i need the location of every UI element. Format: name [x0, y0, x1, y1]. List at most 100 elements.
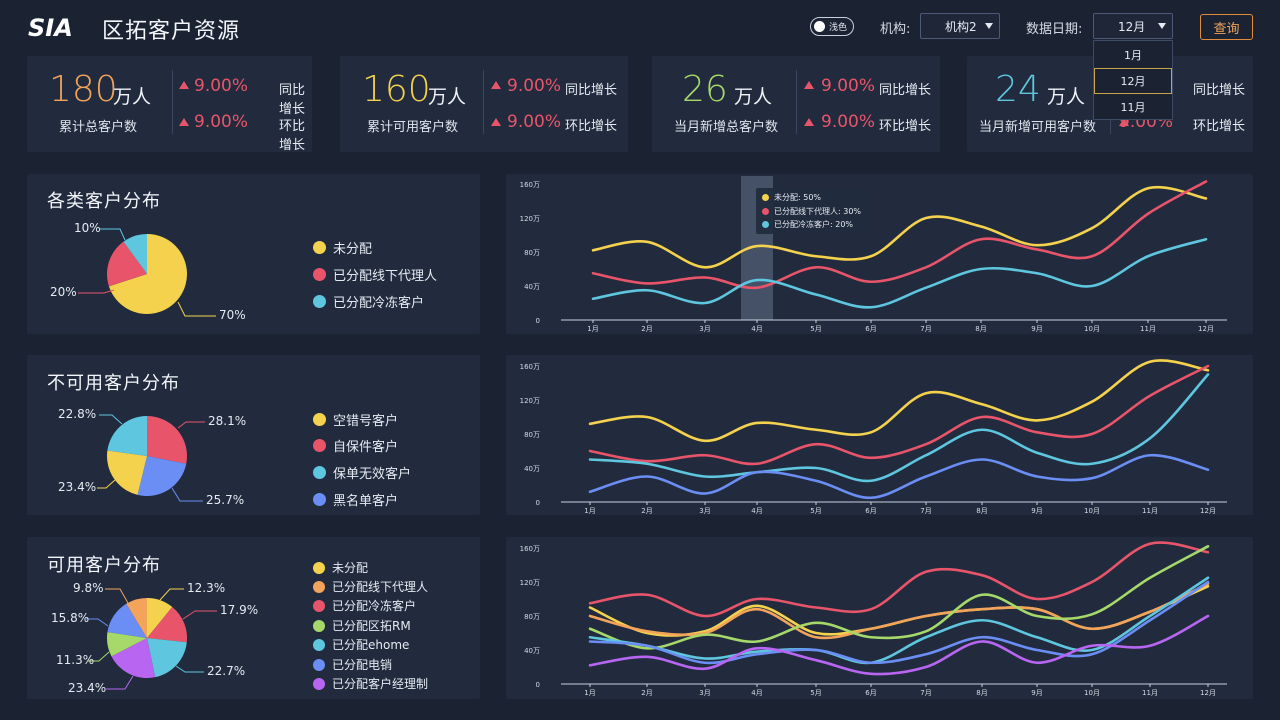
tooltip-dot [762, 208, 769, 215]
kpi-mom-label: 环比增长 [565, 119, 618, 134]
tooltip-row: 已分配线下代理人: 30% [762, 206, 861, 217]
pie-value-label: 22.7% [207, 664, 246, 678]
x-tick-label: 6月 [865, 507, 876, 515]
y-tick-label: 40万 [524, 647, 540, 655]
pie-slice[interactable] [107, 603, 147, 638]
legend-item[interactable]: 未分配 [313, 238, 372, 257]
date-option[interactable]: 11月 [1120, 101, 1146, 114]
pie-value-label: 25.7% [206, 493, 245, 507]
kpi-unit: 万人 [734, 86, 773, 108]
pie-slice[interactable] [147, 606, 188, 643]
x-tick-label: 7月 [920, 325, 931, 333]
kpi-mom-value: 9.00% [821, 112, 876, 132]
legend-label: 已分配线下代理人 [333, 269, 438, 284]
kpi-value: 160 [362, 69, 431, 110]
pie-leader-line [88, 651, 110, 662]
pie-slice[interactable] [111, 638, 156, 678]
legend-item[interactable]: 已分配电销 [313, 656, 392, 673]
legend-item[interactable]: 黑名单客户 [313, 490, 398, 509]
kpi-value: 26 [682, 69, 728, 110]
date-dropdown-menu: 1月 12月 11月 [1093, 40, 1173, 120]
toggle-knob [814, 21, 825, 32]
series-line [591, 237, 1208, 309]
pie-value-label: 70% [219, 308, 246, 322]
legend-item[interactable]: 空错号客户 [313, 410, 398, 429]
kpi-label: 当月新增总客户数 [674, 120, 779, 135]
legend-item[interactable]: 已分配冷冻客户 [313, 292, 424, 311]
query-button[interactable]: 查询 [1200, 14, 1253, 40]
legend-item[interactable]: 已分配客户经理制 [313, 675, 428, 692]
pie-slice[interactable] [147, 638, 187, 678]
pie-slice[interactable] [106, 241, 147, 287]
date-select[interactable]: 12月 [1093, 13, 1173, 39]
pie-slice[interactable] [137, 456, 187, 496]
org-select[interactable]: 机构2 [920, 13, 1000, 39]
kpi-mom-value: 9.00% [194, 112, 249, 132]
kpi-label: 累计可用客户数 [367, 120, 459, 135]
kpi-value: 24 [995, 69, 1041, 110]
x-tick-label: 8月 [975, 325, 986, 333]
legend-item[interactable]: 已分配冷冻客户 [313, 597, 416, 614]
theme-toggle[interactable]: 浅色 [810, 17, 854, 36]
x-tick-label: 10月 [1084, 325, 1100, 333]
pie-slice[interactable] [123, 234, 147, 274]
pie-value-label: 15.8% [51, 611, 90, 625]
kpi-divider [172, 70, 173, 134]
series-line [588, 580, 1210, 665]
x-tick-label: 3月 [699, 325, 710, 333]
legend-item[interactable]: 已分配线下代理人 [313, 265, 437, 284]
tooltip-row: 已分配冷冻客户: 20% [762, 219, 853, 230]
legend-label: 黑名单客户 [333, 494, 399, 509]
y-tick-label: 160万 [520, 545, 540, 553]
pie-leader-line [100, 228, 126, 241]
x-tick-label: 5月 [810, 507, 821, 515]
x-tick-label: 7月 [920, 689, 931, 697]
pie-slice[interactable] [147, 416, 187, 464]
svg-text:SIA: SIA [28, 14, 73, 40]
panel-title: 不可用客户分布 [47, 373, 180, 394]
y-tick-label: 160万 [520, 363, 540, 371]
legend-label: 已分配电销 [332, 658, 393, 672]
pie-slice[interactable] [107, 632, 147, 657]
legend-item[interactable]: 自保件客户 [313, 436, 398, 455]
x-tick-label: 4月 [751, 507, 762, 515]
pie-value-label: 17.9% [220, 603, 259, 617]
pie-slice[interactable] [108, 234, 187, 314]
legend-item[interactable]: 未分配 [313, 559, 368, 576]
pie-leader-line [97, 479, 116, 489]
series-line [588, 545, 1210, 650]
x-tick-label: 9月 [1031, 325, 1042, 333]
kpi-mom-label: 环比增长 [279, 119, 306, 153]
legend-item[interactable]: 已分配区拓RM [313, 617, 411, 634]
kpi-yoy-label: 同比增长 [279, 83, 306, 117]
y-tick-label: 120万 [520, 579, 540, 587]
tooltip-dot [762, 194, 769, 201]
tooltip-text: 已分配冷冻客户: 20% [774, 220, 854, 229]
theme-toggle-label: 浅色 [829, 23, 848, 33]
x-tick-label: 10月 [1084, 507, 1100, 515]
pie-slice[interactable] [147, 598, 173, 638]
pie-leader-line [99, 414, 123, 425]
org-select-value: 机构2 [945, 19, 977, 34]
kpi-card: 180 万人 累计总客户数 9.00% 同比增长 9.00% 环比增长 [27, 56, 312, 153]
legend-dot [313, 295, 326, 308]
y-tick-label: 0 [536, 499, 540, 507]
panel-title: 可用客户分布 [47, 555, 161, 576]
x-tick-label: 7月 [920, 507, 931, 515]
legend-item[interactable]: 已分配ehome [313, 636, 409, 653]
date-option-selected[interactable]: 12月 [1094, 68, 1172, 94]
legend-dot [313, 619, 325, 632]
pie-value-label: 10% [74, 221, 101, 235]
legend-dot [313, 413, 326, 426]
arrow-up-icon [179, 118, 189, 126]
date-option[interactable]: 1月 [1124, 49, 1142, 62]
pie-slice[interactable] [107, 416, 147, 456]
pie-slice[interactable] [107, 450, 147, 495]
pie-slice[interactable] [126, 598, 147, 638]
legend-item[interactable]: 保单无效客户 [313, 463, 411, 482]
legend-item[interactable]: 已分配线下代理人 [313, 578, 428, 595]
y-tick-label: 160万 [520, 181, 540, 189]
legend-dot [313, 561, 325, 574]
tooltip-row: 未分配: 50% [762, 192, 821, 203]
kpi-yoy-value: 9.00% [821, 76, 876, 96]
